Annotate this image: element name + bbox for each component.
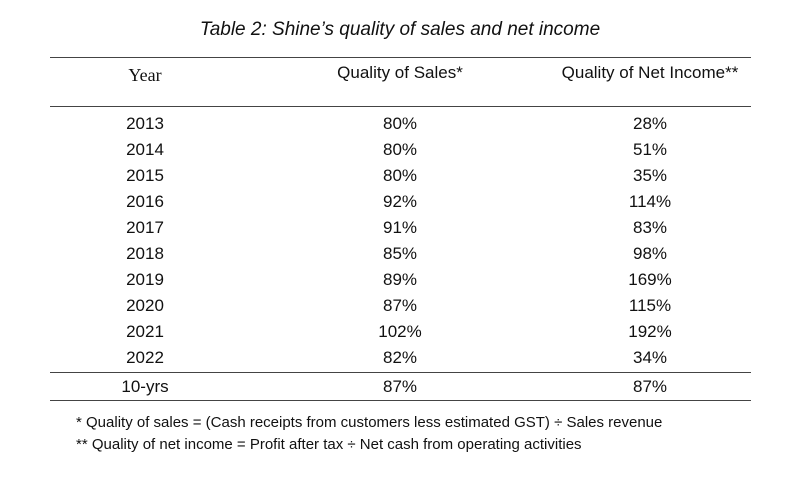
year-cell: 2013 bbox=[126, 114, 164, 133]
quality-of-sales-cell: 89% bbox=[382, 270, 418, 289]
table-caption: Table 2: Shine’s quality of sales and ne… bbox=[199, 19, 601, 40]
year-cell: 2016 bbox=[126, 192, 164, 211]
quality-of-sales-cell: 102% bbox=[378, 322, 422, 341]
quality-of-sales-cell: 91% bbox=[382, 218, 418, 237]
quality-of-net-income-cell: 83% bbox=[632, 218, 668, 237]
quality-of-net-income-cell: 34% bbox=[632, 348, 668, 367]
summary-divider-rule bbox=[50, 372, 751, 373]
table-row: 2019 89% 169% bbox=[0, 267, 800, 293]
quality-of-net-income-cell: 51% bbox=[632, 140, 668, 159]
table-header-row: Year Quality of Sales* Quality of Net In… bbox=[0, 60, 800, 90]
summary-row: 10-yrs 87% 87% bbox=[0, 374, 800, 400]
quality-of-net-income-cell: 98% bbox=[632, 244, 668, 263]
table-row: 2020 87% 115% bbox=[0, 293, 800, 319]
summary-quality-of-sales-cell: 87% bbox=[382, 377, 418, 396]
table-row: 2018 85% 98% bbox=[0, 241, 800, 267]
quality-of-net-income-cell: 169% bbox=[628, 270, 672, 289]
table-bottom-rule bbox=[50, 400, 751, 401]
summary-year-cell: 10-yrs bbox=[121, 377, 169, 396]
quality-of-net-income-cell: 114% bbox=[628, 192, 672, 211]
table-top-rule bbox=[50, 57, 751, 58]
year-cell: 2014 bbox=[126, 140, 164, 159]
quality-of-net-income-cell: 28% bbox=[632, 114, 668, 133]
footnotes: * Quality of sales = (Cash receipts from… bbox=[76, 412, 776, 456]
quality-of-net-income-cell: 192% bbox=[628, 322, 672, 341]
quality-of-net-income-cell: 115% bbox=[628, 296, 672, 315]
year-cell: 2020 bbox=[126, 296, 164, 315]
quality-of-sales-cell: 92% bbox=[382, 192, 418, 211]
column-header-quality-of-net-income: Quality of Net Income** bbox=[561, 63, 739, 82]
table-row: 2016 92% 114% bbox=[0, 189, 800, 215]
header-divider-rule bbox=[50, 106, 751, 107]
table-row: 2022 82% 34% bbox=[0, 345, 800, 371]
year-cell: 2022 bbox=[126, 348, 164, 367]
year-cell: 2021 bbox=[126, 322, 164, 341]
quality-of-sales-cell: 80% bbox=[382, 140, 418, 159]
quality-of-net-income-cell: 35% bbox=[632, 166, 668, 185]
quality-of-sales-cell: 87% bbox=[382, 296, 418, 315]
quality-of-sales-cell: 80% bbox=[382, 114, 418, 133]
table-row: 2021 102% 192% bbox=[0, 319, 800, 345]
footnote-quality-of-net-income: ** Quality of net income = Profit after … bbox=[76, 436, 582, 453]
table-row: 2015 80% 35% bbox=[0, 163, 800, 189]
quality-of-sales-cell: 80% bbox=[382, 166, 418, 185]
column-header-year: Year bbox=[128, 65, 162, 85]
year-cell: 2019 bbox=[126, 270, 164, 289]
quality-of-sales-cell: 85% bbox=[382, 244, 418, 263]
year-cell: 2017 bbox=[126, 218, 164, 237]
column-header-quality-of-sales: Quality of Sales* bbox=[337, 63, 463, 82]
footnote-quality-of-sales: * Quality of sales = (Cash receipts from… bbox=[76, 414, 663, 431]
summary-quality-of-net-income-cell: 87% bbox=[632, 377, 668, 396]
table-row: 2017 91% 83% bbox=[0, 215, 800, 241]
year-cell: 2015 bbox=[126, 166, 164, 185]
quality-of-sales-cell: 82% bbox=[382, 348, 418, 367]
table-row: 2014 80% 51% bbox=[0, 137, 800, 163]
table-row: 2013 80% 28% bbox=[0, 111, 800, 137]
year-cell: 2018 bbox=[126, 244, 164, 263]
